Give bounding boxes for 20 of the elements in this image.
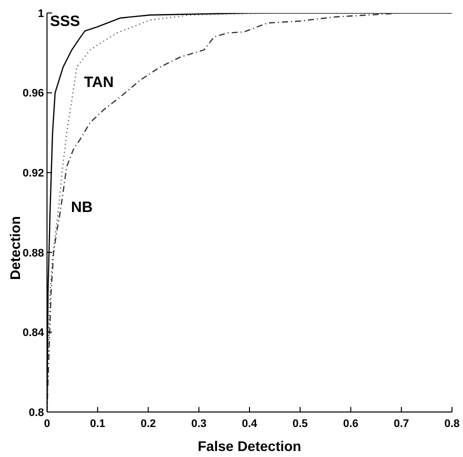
series-label: NB xyxy=(71,199,93,216)
x-axis-title: False Detection xyxy=(198,438,302,454)
y-tick-label: 0.92 xyxy=(22,168,44,180)
x-tick-label: 0.2 xyxy=(140,418,156,430)
x-tick-label: 0.3 xyxy=(191,418,207,430)
y-tick-label: 0.88 xyxy=(22,247,44,260)
x-tick-label: 0.5 xyxy=(292,418,308,430)
series-label: SSS xyxy=(50,13,80,30)
y-tick-label: 0.8 xyxy=(28,406,44,419)
y-tick-label: 0.84 xyxy=(22,327,45,340)
y-axis-title: Detection xyxy=(7,216,23,280)
x-tick-label: 0.8 xyxy=(444,418,460,430)
y-tick-label: 1 xyxy=(38,8,44,20)
x-tick-label: 0.6 xyxy=(343,418,358,430)
y-tick-label: 0.96 xyxy=(22,88,44,100)
x-tick-label: 0.4 xyxy=(242,418,258,430)
x-tick-label: 0.1 xyxy=(90,418,106,430)
series-label: TAN xyxy=(84,74,114,91)
x-tick-label: 0.7 xyxy=(394,418,410,430)
x-tick-label: 0 xyxy=(44,418,50,430)
